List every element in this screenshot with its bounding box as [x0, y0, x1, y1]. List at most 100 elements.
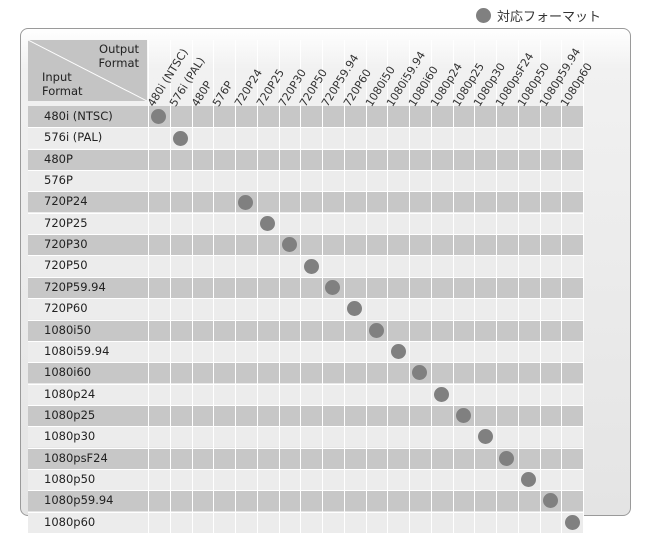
input-format-label: 720P60 — [44, 301, 88, 316]
row-divider — [28, 255, 583, 257]
input-format-label: 1080i50 — [44, 322, 92, 337]
column-divider — [561, 40, 563, 533]
column-divider — [343, 40, 345, 533]
column-divider — [169, 40, 171, 533]
table-row: 576i (PAL) — [28, 127, 583, 149]
supported-marker — [390, 344, 406, 360]
header-corner-diagonal — [28, 40, 147, 101]
input-format-label: 480i (NTSC) — [44, 109, 113, 123]
input-format-label: 1080psF24 — [44, 450, 108, 465]
input-format-label: 1080i60 — [44, 365, 92, 380]
supported-marker — [499, 450, 515, 466]
row-divider — [28, 468, 583, 470]
table-row: 480i (NTSC) — [28, 106, 583, 127]
input-format-label: 720P30 — [44, 237, 88, 252]
row-divider — [28, 170, 583, 172]
table-row: 720P59.94 — [28, 276, 583, 298]
table-row: 1080p30 — [28, 426, 583, 448]
column-divider — [409, 40, 410, 533]
column-divider — [387, 40, 389, 533]
header-corner: Output Format Input Format — [28, 40, 147, 101]
input-format-label: 1080p24 — [44, 386, 96, 401]
row-divider — [28, 276, 583, 278]
input-format-label: 1080p25 — [44, 407, 96, 422]
output-format-header: Output Format — [98, 42, 139, 70]
table-row: 480P — [28, 148, 583, 170]
supported-marker — [542, 493, 558, 509]
column-divider — [256, 40, 258, 533]
table-row: 1080psF24 — [28, 447, 583, 469]
table-row: 1080p25 — [28, 404, 583, 426]
column-divider — [300, 40, 302, 533]
column-divider — [539, 40, 541, 533]
table-row: 720P30 — [28, 234, 583, 256]
row-divider — [28, 490, 583, 492]
row-divider — [28, 404, 583, 406]
supported-marker — [238, 194, 254, 210]
row-divider — [28, 212, 583, 214]
table-row: 1080p24 — [28, 383, 583, 405]
supported-marker — [455, 408, 471, 424]
supported-marker — [347, 301, 363, 317]
input-format-label: 1080p50 — [44, 471, 96, 486]
table-row: 1080i50 — [28, 319, 583, 341]
input-format-label: 720P59.94 — [44, 279, 106, 294]
column-divider — [474, 40, 476, 533]
column-divider — [191, 40, 193, 533]
supported-marker — [564, 514, 580, 530]
column-divider — [452, 40, 454, 533]
input-format-label: 1080i59.94 — [44, 343, 110, 358]
table-row: 1080p50 — [28, 468, 583, 490]
input-format-label: 720P25 — [44, 215, 88, 230]
row-divider — [28, 426, 583, 428]
supported-marker — [303, 258, 319, 274]
supported-marker — [260, 215, 276, 231]
input-format-label: 720P24 — [44, 194, 88, 209]
supported-marker — [173, 130, 189, 146]
row-divider — [28, 319, 583, 321]
column-divider — [430, 40, 432, 533]
supported-marker — [325, 279, 341, 295]
row-divider — [28, 447, 583, 449]
table-row: 1080i59.94 — [28, 340, 583, 362]
column-divider — [583, 40, 584, 533]
table-row: 720P25 — [28, 212, 583, 234]
row-divider — [28, 234, 583, 236]
supported-marker — [151, 109, 167, 125]
table-row: 1080i60 — [28, 362, 583, 384]
column-divider — [517, 40, 519, 533]
row-divider — [28, 362, 583, 364]
input-format-label: 1080p30 — [44, 429, 96, 444]
column-divider — [235, 40, 236, 533]
input-format-label: 1080p60 — [44, 514, 96, 529]
input-format-label: 576P — [44, 173, 73, 188]
supported-marker — [281, 237, 297, 253]
table-row: 1080p59.94 — [28, 490, 583, 512]
supported-marker — [521, 472, 537, 488]
row-divider — [28, 127, 583, 129]
column-divider — [213, 40, 215, 533]
legend: 対応フォーマット — [476, 6, 601, 25]
supported-marker — [368, 322, 384, 338]
input-format-label: 720P50 — [44, 258, 88, 273]
column-divider — [365, 40, 367, 533]
table-row: 1080p60 — [28, 511, 583, 533]
table-row: 720P60 — [28, 298, 583, 320]
input-format-label: 480P — [44, 151, 73, 166]
table-row: 576P — [28, 170, 583, 192]
supported-marker — [412, 365, 428, 381]
row-divider — [28, 148, 583, 150]
input-format-label: 576i (PAL) — [44, 130, 103, 145]
supported-marker — [434, 386, 450, 402]
supported-marker — [477, 429, 493, 445]
row-divider — [28, 511, 583, 513]
row-divider — [28, 191, 583, 193]
column-divider — [322, 40, 323, 533]
input-format-label: 1080p59.94 — [44, 493, 114, 508]
row-divider — [28, 340, 583, 342]
legend-marker-icon — [476, 7, 491, 23]
table-row: 720P24 — [28, 191, 583, 213]
column-divider — [496, 40, 497, 533]
row-divider — [28, 383, 583, 385]
column-divider — [148, 40, 149, 533]
